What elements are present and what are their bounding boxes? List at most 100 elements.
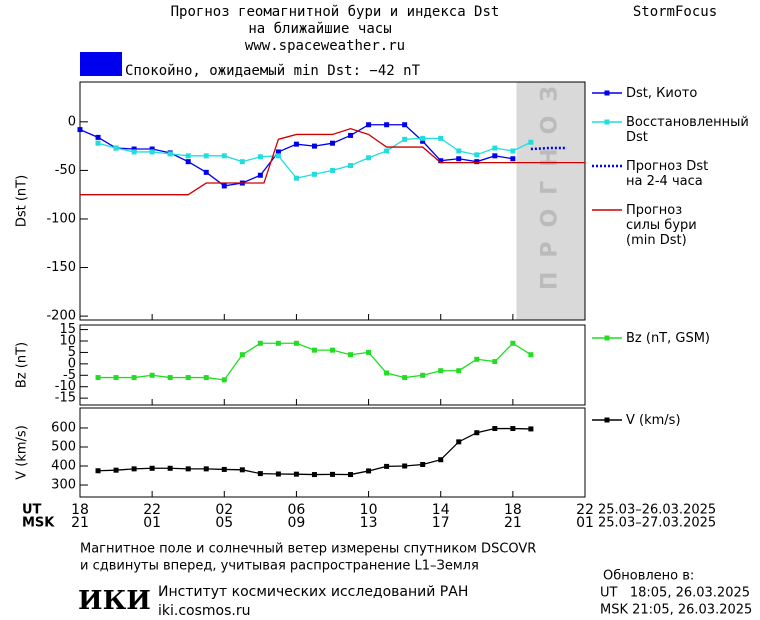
x-tick-label: 14 [432, 502, 450, 518]
y-tick-label: 400 [51, 459, 76, 474]
series-marker [456, 148, 462, 154]
x-tick-label: 10 [360, 502, 378, 518]
brand: StormFocus [633, 4, 717, 20]
series-marker [149, 372, 155, 378]
series-marker [384, 148, 390, 154]
panel-frame [79, 407, 586, 498]
series-marker [384, 463, 390, 469]
y-tick-label: -200 [46, 309, 76, 324]
x-tick-label: 06 [288, 502, 306, 518]
series-marker [311, 143, 317, 149]
series-marker [203, 153, 209, 159]
series-marker [330, 347, 335, 353]
series-marker [131, 149, 137, 155]
series-marker [221, 183, 227, 189]
legend-label: Прогноз силы бури (min Dst) [626, 203, 697, 248]
logo: ИКИ [78, 586, 151, 616]
x-tick-label: 18 [71, 502, 89, 518]
series-marker [221, 466, 227, 472]
series-marker [492, 359, 498, 365]
x-range-msk: 25.03–27.03.2025 [598, 516, 716, 531]
legend-label: Прогноз Dst на 2-4 часа [626, 159, 708, 189]
x-tick-label: 02 [215, 502, 233, 518]
series-marker [167, 151, 173, 157]
y-tick-label: 300 [51, 478, 76, 493]
series-marker [311, 472, 317, 478]
x-label-ut: UT [22, 503, 42, 518]
y-axis-label: Dst (nT) [15, 175, 30, 227]
series-marker [239, 159, 245, 165]
legend-label: V (km/s) [626, 413, 681, 428]
series-marker [456, 156, 462, 162]
series-marker [185, 153, 191, 159]
y-tick-label: 500 [51, 439, 76, 454]
legend-label: Восстановленный Dst [626, 115, 749, 145]
y-tick-label: 0 [68, 356, 76, 371]
y-tick-label: 5 [68, 345, 76, 360]
series-marker [311, 171, 317, 177]
series-marker [113, 375, 119, 381]
y-tick-label: -10 [55, 379, 76, 394]
series-marker [402, 375, 408, 381]
series-marker [420, 135, 426, 141]
series-marker [402, 136, 408, 142]
series-marker [113, 145, 119, 151]
x-tick-label-msk: 21 [504, 515, 522, 531]
x-tick-label-msk: 01 [576, 515, 594, 531]
y-axis-label: Bz (nT) [15, 342, 30, 388]
x-tick-label: 22 [576, 502, 594, 518]
series-marker [167, 465, 173, 471]
x-tick-label: 18 [504, 502, 522, 518]
series-marker [257, 471, 263, 477]
series-marker [275, 153, 281, 159]
series-marker [185, 466, 191, 472]
series-marker [420, 138, 426, 144]
series-marker [492, 145, 498, 151]
series-marker [510, 148, 516, 154]
x-label-msk: MSK [22, 516, 55, 531]
status-text: Спокойно, ожидаемый min Dst: −42 nT [125, 63, 421, 79]
series-marker [438, 135, 444, 141]
y-axis-label: V (km/s) [15, 425, 30, 480]
legend-marker [604, 417, 610, 423]
series-marker [474, 430, 480, 436]
x-range-ut: 25.03–26.03.2025 [598, 503, 716, 518]
panel-frame [79, 81, 586, 321]
series-marker [293, 175, 299, 181]
series-marker [366, 122, 372, 128]
x-tick-label-msk: 01 [143, 515, 161, 531]
forecast-label: ПРОГНОЗ [538, 72, 563, 290]
series-marker [185, 159, 191, 165]
series-marker [293, 471, 299, 477]
x-tick-label-msk: 21 [71, 515, 89, 531]
panel-frame [79, 324, 586, 406]
series-marker [366, 349, 372, 355]
site: www.spaceweather.ru [245, 38, 405, 54]
series-marker [239, 467, 245, 473]
x-tick-label-msk: 05 [215, 515, 233, 531]
series-marker [311, 347, 317, 353]
series-marker [221, 153, 227, 159]
series-marker [131, 466, 137, 472]
institute: Институт космических исследований РАН [158, 584, 468, 600]
series-marker [293, 340, 299, 346]
x-tick-label-msk: 17 [432, 515, 450, 531]
series-marker [348, 132, 354, 138]
series-marker [456, 368, 462, 374]
subtitle: на ближайшие часы [248, 21, 391, 37]
y-tick-label: 600 [51, 420, 76, 435]
series-marker [330, 471, 335, 477]
series-marker [402, 122, 408, 128]
legend-label: Bz (nT, GSM) [626, 331, 710, 346]
y-tick-label: -100 [46, 211, 76, 226]
series-marker [348, 352, 354, 358]
series-marker [438, 368, 444, 374]
series-marker [113, 467, 119, 473]
updated-ut: UT 18:05, 26.03.2025 [600, 586, 750, 601]
series-marker [293, 141, 299, 147]
series-marker [474, 159, 480, 165]
series-marker [528, 139, 534, 145]
series-marker [185, 375, 191, 381]
series-marker [402, 463, 408, 469]
x-tick-label-msk: 13 [360, 515, 378, 531]
